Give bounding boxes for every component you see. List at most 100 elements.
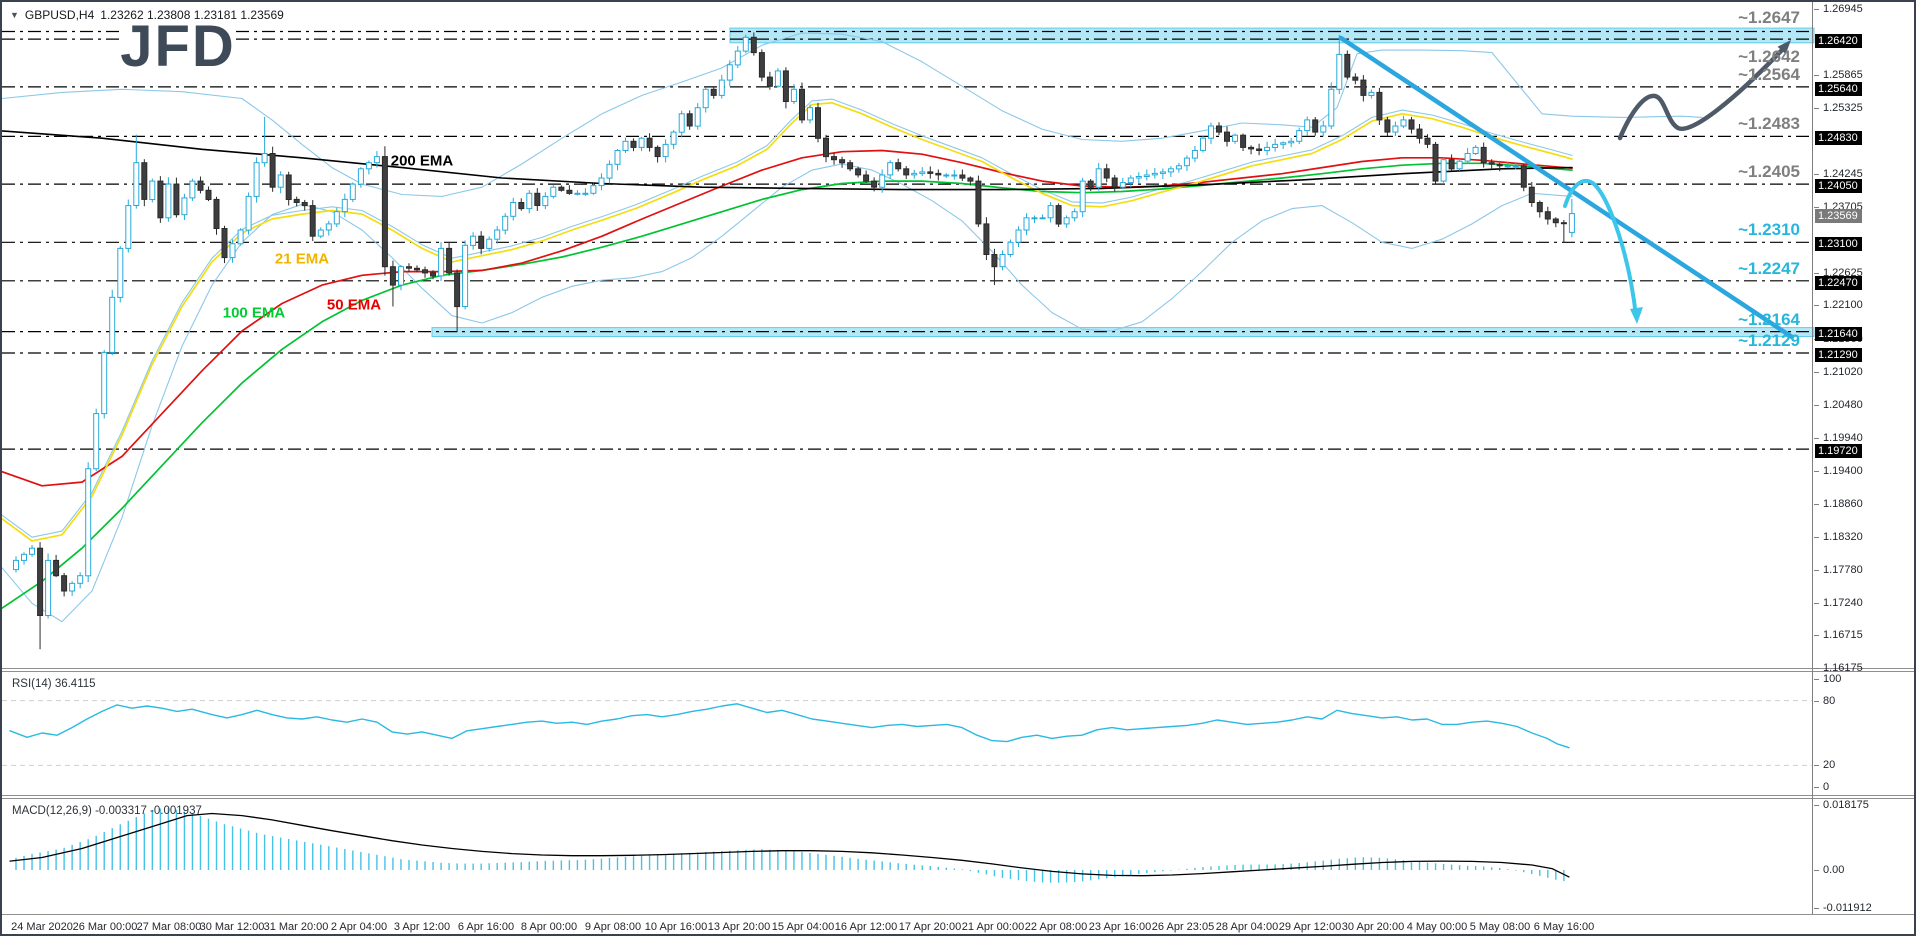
rsi-line [9,703,1570,749]
forecast-down-arrowhead [1630,307,1643,324]
price-tick-label: 1.22100 [1823,299,1863,311]
x-axis-label: 31 Mar 20:00 [263,921,329,933]
ema-label: 50 EMA [326,296,382,314]
price-tick-mark [1814,75,1819,76]
macd-tick-label: 0.018175 [1823,799,1869,811]
projection-up-arrow [1617,47,1785,141]
price-tick-label: 1.17780 [1823,564,1863,576]
level-label: ~1.2310 [1738,220,1800,239]
x-axis-label: 30 Mar 12:00 [199,921,265,933]
x-axis-label: 26 Apr 23:05 [1151,921,1215,933]
price-tick-mark [1814,635,1819,636]
rsi-tick-mark [1814,765,1819,766]
x-axis-label: 10 Apr 16:00 [644,921,708,933]
descending-trendline [1338,35,1795,340]
price-tick-label: 1.17240 [1823,597,1863,609]
candles-group [13,32,1575,650]
price-tick-label: 1.19400 [1823,465,1863,477]
price-tick-mark [1814,537,1819,538]
ema-label: 100 EMA [222,304,286,322]
x-axis-label: 17 Apr 20:00 [898,921,962,933]
x-axis-label: 16 Apr 12:00 [834,921,898,933]
bollinger-lower-band [2,163,1573,623]
symbol-dropdown-icon[interactable]: ▼ [10,10,19,20]
x-axis-label: 22 Apr 08:00 [1024,921,1088,933]
bollinger-upper-band [2,32,1703,197]
symbol-period-label: GBPUSD,H4 [24,8,95,22]
price-level-tag: 1.23100 [1815,237,1862,251]
x-axis-label: 23 Apr 16:00 [1088,921,1152,933]
price-level-tag: 1.21640 [1815,327,1862,341]
chart-header: ▼ GBPUSD,H4 1.23262 1.23808 1.23181 1.23… [10,8,284,22]
price-tick-mark [1814,570,1819,571]
level-label: ~1.2642 [1738,47,1800,66]
level-label: ~1.2564 [1738,65,1800,84]
x-axis-label: 6 May 16:00 [1533,921,1595,933]
rsi-tick-label: 80 [1823,695,1836,707]
rsi-tick-label: 100 [1823,673,1842,685]
x-axis-label: 21 Apr 00:00 [961,921,1025,933]
x-axis-label: 3 Apr 12:00 [393,921,451,933]
price-tick-label: 1.16715 [1823,629,1863,641]
rsi-tick-label: 20 [1823,759,1836,771]
macd-tick-mark [1814,870,1819,871]
level-label: ~1.2247 [1738,259,1800,278]
price-tick-mark [1814,438,1819,439]
price-tick-mark [1814,504,1819,505]
price-level-tag: 1.19720 [1815,444,1862,458]
jfd-logo: JFD [120,8,236,84]
price-tick-mark [1814,668,1819,669]
price-level-tag: 1.21290 [1815,348,1862,362]
rsi-tick-mark [1814,787,1819,788]
rsi-tick-mark [1814,701,1819,702]
macd-pane-label: MACD(12,26,9) -0.003317 -0.001937 [12,805,202,817]
macd-signal-line [9,812,1570,878]
x-axis-label: 28 Apr 04:00 [1215,921,1279,933]
price-tick-label: 1.18320 [1823,531,1863,543]
price-tick-label: 1.20480 [1823,399,1863,411]
level-label: ~1.2483 [1738,114,1800,133]
price-level-tag: 1.24830 [1815,131,1862,145]
projection-up-arrowhead [1777,40,1791,55]
x-axis-label: 5 May 08:00 [1469,921,1531,933]
x-axis-label: 29 Apr 12:00 [1278,921,1342,933]
ema-50-line [2,149,1573,487]
ema-label: 200 EMA [390,152,454,170]
forecast-down-arrow [1563,178,1638,318]
ema-label: 21 EMA [274,250,330,268]
price-tick-label: 1.16175 [1823,662,1863,674]
price-level-tag: 1.24050 [1815,179,1862,193]
price-level-tag: 1.25640 [1815,82,1862,96]
price-tick-mark [1814,174,1819,175]
price-tick-mark [1814,9,1819,10]
level-label: ~1.2647 [1738,8,1800,27]
x-axis-label: 2 Apr 04:00 [330,921,388,933]
price-tick-label: 1.25865 [1823,69,1863,81]
price-tick-mark [1814,372,1819,373]
x-axis-label: 27 Mar 08:00 [136,921,202,933]
x-axis-label: 13 Apr 20:00 [707,921,771,933]
price-tick-label: 1.18860 [1823,498,1863,510]
x-axis-label: 24 Mar 2020 [11,921,73,933]
x-axis-label: 30 Apr 20:00 [1341,921,1405,933]
x-axis-label: 4 May 00:00 [1406,921,1468,933]
price-tick-mark [1814,108,1819,109]
x-axis-label: 6 Apr 16:00 [457,921,515,933]
price-tick-mark [1814,471,1819,472]
macd-tick-mark [1814,908,1819,909]
level-label: ~1.2405 [1738,162,1800,181]
macd-tick-label: -0.011912 [1823,902,1872,914]
price-tick-label: 1.19940 [1823,432,1863,444]
x-axis-label: 26 Mar 00:00 [72,921,138,933]
price-tick-label: 1.25325 [1823,102,1863,114]
price-tick-mark [1814,405,1819,406]
level-label: ~1.2129 [1738,331,1800,350]
x-axis-label: 8 Apr 00:00 [520,921,578,933]
price-level-tag: 1.22470 [1815,276,1862,290]
price-tick-label: 1.21020 [1823,366,1863,378]
x-axis-label: 9 Apr 08:00 [584,921,642,933]
price-level-tag: 1.26420 [1815,34,1862,48]
rsi-tick-mark [1814,679,1819,680]
